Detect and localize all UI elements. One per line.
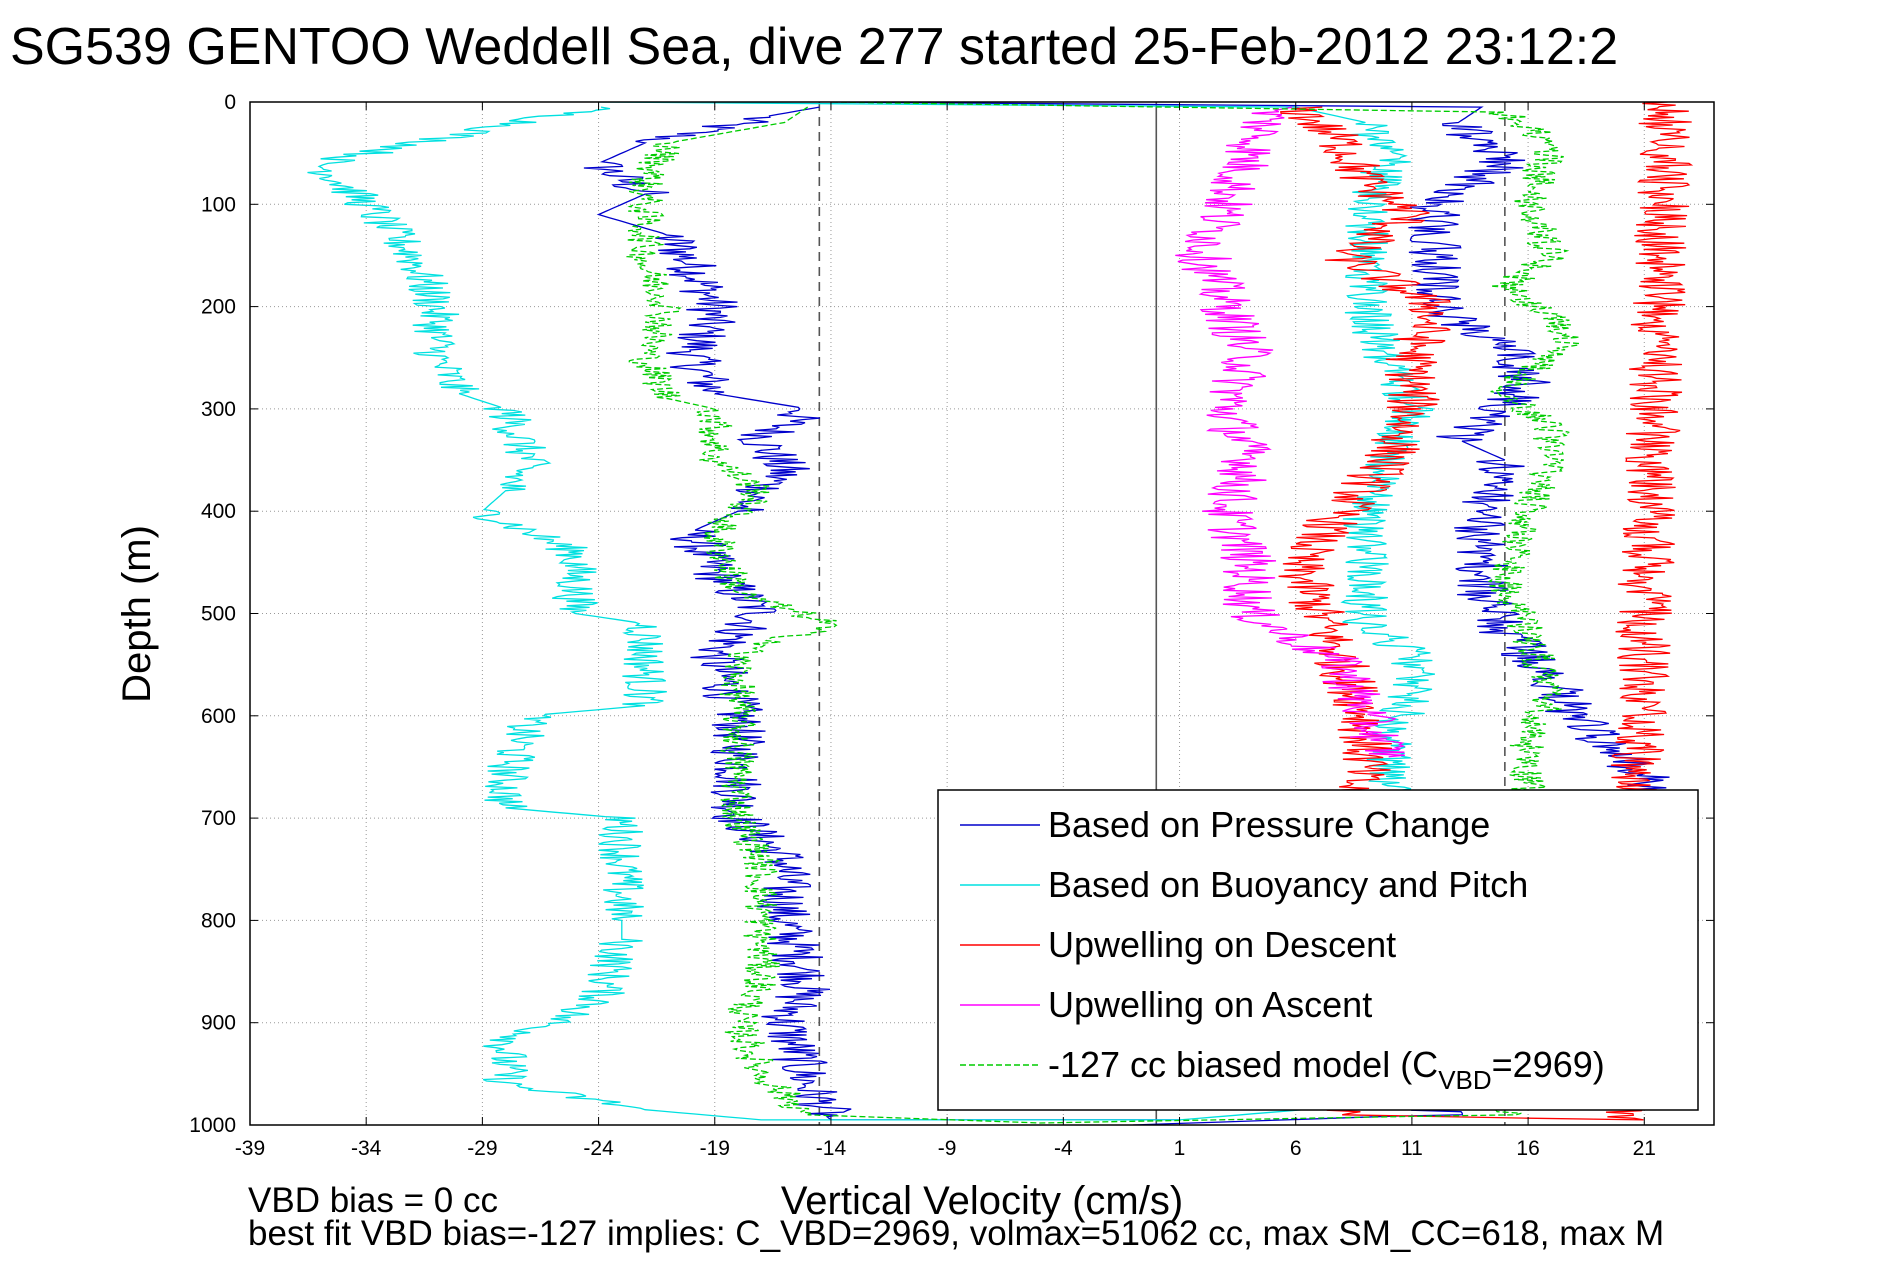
x-tick-label: 11: [1401, 1137, 1423, 1160]
x-tick-label: 16: [1516, 1137, 1539, 1160]
y-tick-label: 100: [201, 193, 236, 216]
series-line-upwelling-on-descent: [1278, 102, 1694, 1121]
x-tick-label: -9: [938, 1137, 957, 1160]
series-line-based-on-pressure-change: [583, 106, 1180, 1121]
legend: Based on Pressure Change Based on Buoyanc…: [937, 789, 1699, 1111]
x-tick-label: -19: [700, 1137, 730, 1160]
y-axis-ticks: 0 100 200 300 400 500 600 700 800 900 1000: [189, 91, 1714, 1137]
legend-label-text: Upwelling on Descent: [1048, 924, 1396, 965]
x-tick-label: -4: [1054, 1137, 1073, 1160]
footer-line-2: best fit VBD bias=-127 implies: C_VBD=29…: [248, 1214, 1664, 1253]
x-tick-label: -39: [235, 1137, 265, 1160]
legend-label: Based on Buoyancy and Pitch: [1048, 864, 1528, 905]
legend-label: Upwelling on Descent: [1048, 924, 1396, 965]
y-tick-label: 1000: [189, 1114, 236, 1137]
x-tick-label: 21: [1633, 1137, 1656, 1160]
x-tick-label: -14: [816, 1137, 847, 1160]
y-tick-label: 700: [201, 807, 236, 830]
x-tick-label: -24: [583, 1137, 614, 1160]
chart-title: SG539 GENTOO Weddell Sea, dive 277 start…: [10, 18, 1618, 76]
footer-line-1: VBD bias = 0 cc: [248, 1181, 498, 1220]
y-tick-label: 400: [201, 500, 236, 523]
series-line-based-on-buoyancy-and-pitch: [307, 106, 1180, 1121]
legend-label-text: Based on Buoyancy and Pitch: [1048, 864, 1528, 905]
legend-box: [937, 789, 1699, 1111]
y-tick-label: 900: [201, 1012, 236, 1035]
series-line-127-cc-biased-model-c-vbd-2969: [626, 102, 1581, 1124]
legend-label-subscript: VBD: [1438, 1065, 1491, 1095]
y-tick-label: 600: [201, 705, 236, 728]
x-axis-label: Vertical Velocity (cm/s): [781, 1179, 1183, 1223]
legend-label-text: Based on Pressure Change: [1048, 804, 1490, 845]
y-tick-label: 500: [201, 603, 236, 626]
series-line-upwelling-on-ascent: [1175, 106, 1406, 758]
legend-label-suffix: =2969): [1492, 1044, 1605, 1085]
y-tick-label: 800: [201, 909, 236, 932]
x-axis-ticks: -39 -34 -29 -24 -19 -14 -9 -4 1 6 11 16 21: [235, 102, 1656, 1160]
x-tick-label: 1: [1174, 1137, 1186, 1160]
y-tick-label: 200: [201, 296, 236, 319]
legend-label: Upwelling on Ascent: [1048, 984, 1372, 1025]
legend-label-text: Upwelling on Ascent: [1048, 984, 1372, 1025]
x-tick-label: 6: [1290, 1137, 1302, 1160]
y-axis-label: Depth (m): [115, 525, 159, 703]
y-tick-label: 300: [201, 398, 236, 421]
y-tick-label: 0: [224, 91, 236, 114]
legend-label: -127 cc biased model (CVBD=2969): [1048, 1044, 1605, 1095]
x-tick-label: -29: [467, 1137, 497, 1160]
data-series: [307, 102, 1694, 1125]
legend-label-text: -127 cc biased model (C: [1048, 1044, 1438, 1085]
legend-label: Based on Pressure Change: [1048, 804, 1490, 845]
x-tick-label: -34: [351, 1137, 382, 1160]
